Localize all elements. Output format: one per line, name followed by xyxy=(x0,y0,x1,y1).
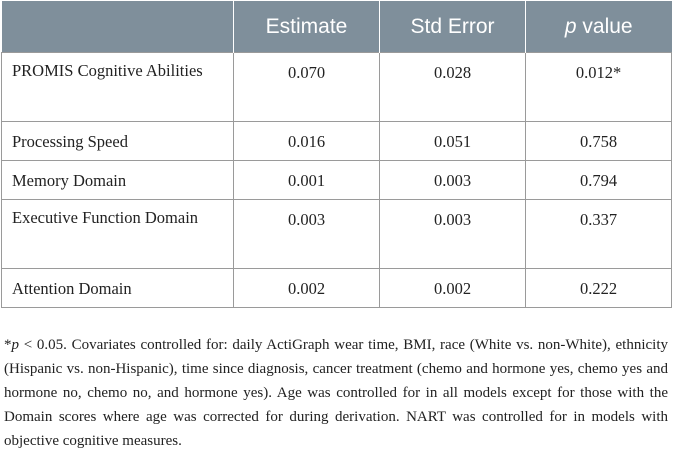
estimate-cell: 0.001 xyxy=(233,160,380,200)
row-label: Attention Domain xyxy=(1,268,234,308)
estimate-cell: 0.003 xyxy=(233,199,380,269)
table-header-row: Estimate Std Error p value xyxy=(1,1,672,53)
row-label: Memory Domain xyxy=(1,160,234,200)
results-table: Estimate Std Error p value PROMIS Cognit… xyxy=(1,1,672,308)
header-empty xyxy=(1,1,234,53)
estimate-cell: 0.070 xyxy=(233,52,380,122)
std-error-cell: 0.003 xyxy=(379,160,526,200)
p-value-cell: 0.758 xyxy=(525,121,672,161)
table-footnote: *p < 0.05. Covariates controlled for: da… xyxy=(4,333,668,453)
estimate-cell: 0.016 xyxy=(233,121,380,161)
std-error-cell: 0.002 xyxy=(379,268,526,308)
footnote-p-symbol: p xyxy=(11,337,20,353)
row-label: Processing Speed xyxy=(1,121,234,161)
table-row: Executive Function Domain 0.003 0.003 0.… xyxy=(1,199,672,269)
std-error-cell: 0.028 xyxy=(379,52,526,122)
footnote-marker: * xyxy=(4,337,12,353)
results-table-container: Estimate Std Error p value PROMIS Cognit… xyxy=(1,1,672,308)
p-value-cell: 0.794 xyxy=(525,160,672,200)
row-label: PROMIS Cognitive Abilities xyxy=(1,52,234,122)
header-estimate: Estimate xyxy=(233,1,380,53)
std-error-cell: 0.003 xyxy=(379,199,526,269)
table-row: PROMIS Cognitive Abilities 0.070 0.028 0… xyxy=(1,52,672,122)
table-row: Memory Domain 0.001 0.003 0.794 xyxy=(1,160,672,200)
p-value-cell: 0.337 xyxy=(525,199,672,269)
std-error-cell: 0.051 xyxy=(379,121,526,161)
footnote-text: < 0.05. Covariates controlled for: daily… xyxy=(4,337,668,449)
row-label: Executive Function Domain xyxy=(1,199,234,269)
header-std-error: Std Error xyxy=(379,1,526,53)
header-p-value: p value xyxy=(525,1,672,53)
header-p-value-label: value xyxy=(582,14,633,38)
table-row: Attention Domain 0.002 0.002 0.222 xyxy=(1,268,672,308)
p-value-cell: 0.012* xyxy=(525,52,672,122)
table-row: Processing Speed 0.016 0.051 0.758 xyxy=(1,121,672,161)
estimate-cell: 0.002 xyxy=(233,268,380,308)
header-p-symbol: p xyxy=(564,14,577,38)
p-value-cell: 0.222 xyxy=(525,268,672,308)
